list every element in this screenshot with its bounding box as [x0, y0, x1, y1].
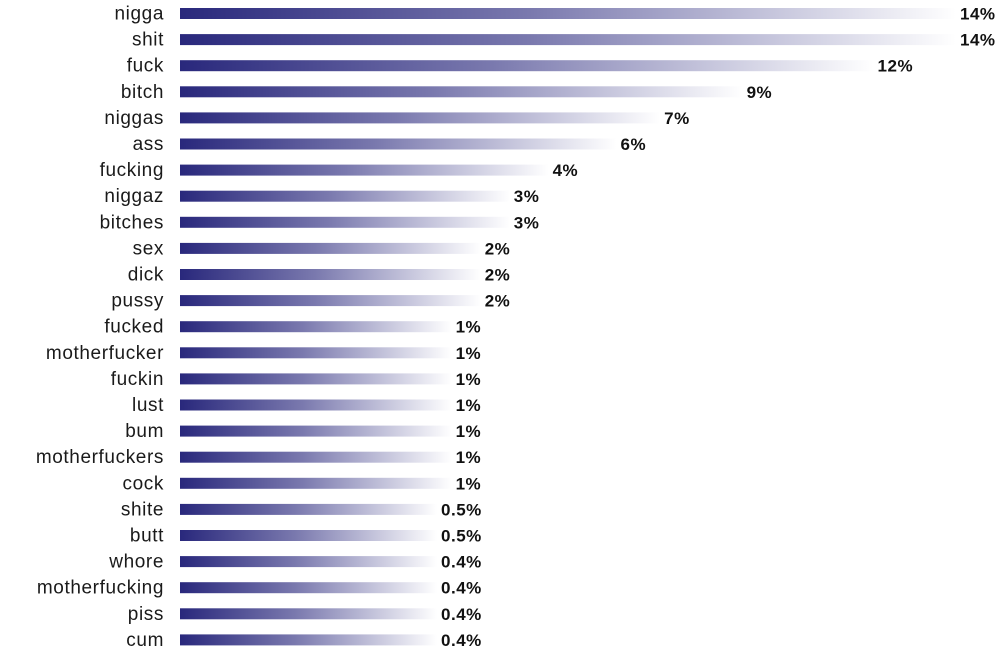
bar-cock	[180, 477, 452, 489]
bar-whore	[180, 556, 438, 568]
bar-cum	[180, 634, 438, 646]
category-label: sex	[133, 238, 164, 259]
category-label: niggaz	[104, 186, 164, 207]
bar-sex	[180, 242, 481, 254]
category-label: pussy	[111, 291, 164, 312]
bar-bitches	[180, 216, 510, 228]
category-label: fuck	[127, 56, 164, 77]
bars-group	[180, 8, 956, 646]
value-label: 0.4%	[441, 579, 482, 598]
bar-pussy	[180, 295, 481, 307]
category-label: niggas	[104, 108, 164, 129]
bar-fuckin	[180, 373, 452, 385]
value-label: 0.5%	[441, 500, 482, 519]
value-label: 1%	[456, 370, 482, 389]
value-label: 1%	[456, 474, 482, 493]
category-label: lust	[132, 395, 164, 416]
value-label: 14%	[960, 5, 996, 24]
value-label: 1%	[456, 318, 482, 337]
value-label: 12%	[878, 57, 914, 76]
category-label: fucked	[104, 317, 164, 338]
bar-butt	[180, 530, 438, 541]
bar-bitch	[180, 86, 743, 98]
value-label: 4%	[553, 161, 579, 180]
value-label: 2%	[485, 239, 511, 258]
bar-nigga	[180, 8, 956, 19]
bar-niggas	[180, 112, 661, 124]
value-label: 14%	[960, 31, 996, 50]
value-labels-group: 14%14%12%9%7%6%4%3%3%2%2%2%1%1%1%1%1%1%1…	[441, 5, 995, 650]
category-label: motherfuckers	[36, 447, 164, 468]
value-label: 6%	[621, 135, 647, 154]
category-label: fucking	[100, 160, 164, 181]
value-label: 1%	[456, 396, 482, 415]
category-labels-group: nigga shit fuck bitch niggas ass fucking niggaz…	[36, 4, 164, 651]
category-label: dick	[128, 265, 164, 286]
category-label: motherfucking	[37, 578, 164, 599]
bar-fuck	[180, 60, 874, 72]
value-label: 0.4%	[441, 605, 482, 624]
bar-piss	[180, 608, 438, 620]
bar-motherfuckers	[180, 451, 452, 463]
bar-bum	[180, 425, 452, 437]
value-label: 3%	[514, 213, 540, 232]
category-label: motherfucker	[46, 343, 164, 364]
category-label: piss	[128, 604, 164, 625]
value-label: 2%	[485, 266, 511, 285]
value-label: 0.5%	[441, 527, 482, 546]
value-label: 9%	[747, 83, 773, 102]
bar-dick	[180, 269, 481, 280]
bar-niggaz	[180, 190, 510, 202]
category-label: ass	[133, 134, 164, 155]
category-label: shite	[121, 499, 164, 520]
category-label: shit	[132, 30, 164, 51]
category-label: fuckin	[111, 369, 164, 390]
bar-shit	[180, 34, 956, 46]
category-label: butt	[130, 526, 164, 547]
category-label: bitch	[121, 82, 164, 103]
value-label: 1%	[456, 422, 482, 441]
bar-ass	[180, 138, 617, 150]
value-label: 0.4%	[441, 631, 482, 650]
category-label: bum	[125, 421, 164, 442]
bar-lust	[180, 399, 452, 411]
category-label: whore	[108, 552, 164, 573]
bar-fucked	[180, 321, 452, 333]
bar-motherfucking	[180, 582, 438, 594]
value-label: 0.4%	[441, 553, 482, 572]
category-label: bitches	[100, 212, 164, 233]
bar-shite	[180, 503, 438, 515]
category-label: nigga	[115, 4, 165, 25]
value-label: 7%	[664, 109, 690, 128]
value-label: 3%	[514, 187, 540, 206]
value-label: 1%	[456, 344, 482, 363]
value-label: 1%	[456, 448, 482, 467]
bar-motherfucker	[180, 347, 452, 359]
category-label: cum	[126, 630, 164, 651]
bar-fucking	[180, 164, 549, 176]
category-label: cock	[123, 473, 164, 494]
value-label: 2%	[485, 292, 511, 311]
